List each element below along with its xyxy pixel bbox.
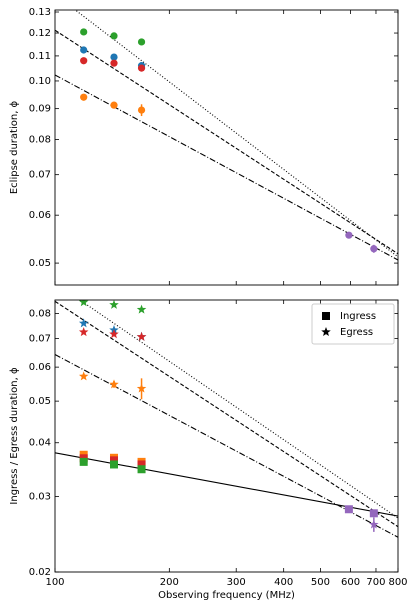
axes-frame	[54, 299, 399, 573]
star-marker	[136, 331, 147, 341]
circle-marker	[110, 59, 118, 67]
star-marker	[136, 383, 147, 393]
y-tick-label: 0.08	[29, 135, 51, 146]
circle-marker	[345, 231, 353, 239]
x-tick-label: 600	[341, 577, 360, 588]
x-tick-label: 700	[366, 577, 385, 588]
circle-marker	[110, 32, 118, 40]
circle-marker	[370, 245, 378, 253]
x-tick-label: 300	[227, 577, 246, 588]
star-marker	[321, 327, 331, 337]
square-marker	[369, 509, 378, 518]
y-tick-label: 0.13	[29, 7, 51, 18]
circle-marker	[137, 64, 146, 72]
y-tick-label: 0.03	[29, 491, 51, 502]
fit-line	[55, 354, 398, 538]
y-axis-label: Eclipse duration, ϕ	[9, 100, 20, 194]
plot-area	[55, 10, 398, 261]
y-tick-label: 0.08	[29, 308, 51, 319]
square-marker	[79, 457, 88, 466]
y-tick-label: 0.04	[29, 438, 51, 449]
star-marker	[78, 318, 89, 328]
fit-line	[79, 300, 398, 519]
square-marker	[137, 465, 146, 474]
fit-line	[55, 29, 398, 255]
star-marker	[136, 304, 147, 314]
y-tick-label: 0.11	[29, 51, 51, 62]
y-tick-label: 0.06	[29, 210, 51, 221]
y-tick-label: 0.09	[29, 104, 51, 115]
star-marker	[78, 371, 89, 381]
x-axis-label: Observing frequency (MHz)	[158, 590, 295, 601]
y-tick-label: 0.05	[29, 258, 51, 269]
square-marker	[137, 460, 146, 469]
legend-label: Egress	[340, 327, 373, 338]
y-tick-label: 0.02	[29, 567, 51, 578]
x-tick-label: 800	[388, 577, 407, 588]
star-marker	[78, 300, 89, 307]
x-tick-label: 100	[45, 577, 64, 588]
y-tick-label: 0.07	[29, 170, 51, 181]
y-axis-label: Ingress / Egress duration, ϕ	[9, 367, 20, 505]
square-marker	[109, 456, 118, 465]
y-tick-label: 0.06	[29, 362, 51, 373]
circle-marker	[110, 101, 118, 109]
x-tick-label: 500	[311, 577, 330, 588]
circle-marker	[110, 53, 118, 61]
axes-frame	[54, 9, 399, 286]
fit-line	[55, 74, 398, 261]
square-marker	[344, 505, 353, 514]
plot-area	[55, 300, 398, 538]
star-marker	[109, 379, 119, 389]
y-tick-label: 0.05	[29, 396, 51, 407]
legend-label: Ingress	[340, 311, 376, 322]
square-marker	[109, 460, 118, 469]
x-tick-label: 400	[274, 577, 293, 588]
fit-line	[55, 300, 398, 528]
circle-marker	[80, 28, 88, 36]
y-tick-label: 0.12	[29, 28, 51, 39]
square-marker	[322, 312, 330, 320]
circle-marker	[80, 57, 88, 65]
x-tick-label: 200	[160, 577, 179, 588]
circle-marker	[80, 46, 88, 54]
circle-marker	[137, 38, 146, 46]
legend-box	[311, 303, 395, 345]
star-marker	[109, 329, 119, 339]
y-tick-label: 0.07	[29, 333, 51, 344]
circle-marker	[137, 106, 146, 114]
circle-marker	[80, 93, 88, 101]
star-marker	[109, 300, 119, 309]
y-tick-label: 0.10	[29, 76, 51, 87]
star-marker	[78, 327, 89, 337]
star-marker	[369, 519, 379, 529]
